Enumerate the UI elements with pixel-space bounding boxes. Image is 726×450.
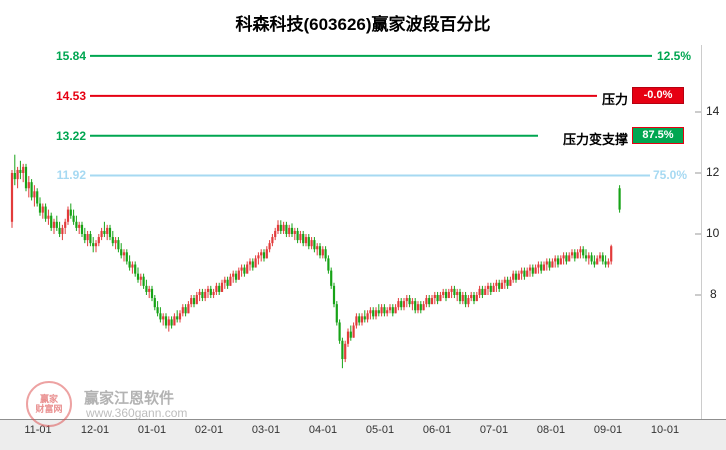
support-text-label: 压力变支撑 bbox=[562, 132, 628, 147]
x-axis-label: 03-01 bbox=[251, 424, 281, 436]
chart-title: 科森科技(603626)赢家波段百分比 bbox=[235, 15, 491, 34]
watermark-seal-text-top: 赢家 bbox=[39, 394, 58, 404]
x-axis-label: 01-01 bbox=[137, 424, 167, 436]
level-price-label-resistance: 14.53 bbox=[55, 89, 86, 103]
x-axis-label: 11-01 bbox=[24, 424, 52, 436]
x-axis-label: 10-01 bbox=[650, 424, 680, 436]
level-price-label-support: 13.22 bbox=[55, 129, 86, 143]
y-axis-tick-label: 8 bbox=[710, 287, 717, 301]
level-price-label-band: 11.92 bbox=[56, 168, 86, 182]
x-axis-label: 12-01 bbox=[80, 424, 110, 436]
bottom-axis-strip bbox=[0, 419, 726, 450]
support-percent-badge: 87.5% bbox=[632, 127, 684, 144]
percent-label-upper: 12.5% bbox=[657, 49, 692, 63]
percent-label-band: 75.0% bbox=[653, 168, 688, 182]
y-axis-tick-label: 14 bbox=[706, 104, 720, 118]
resistance-percent-badge: -0.0% bbox=[632, 87, 684, 104]
x-axis-label: 09-01 bbox=[593, 424, 623, 436]
level-price-label-upper-resistance: 15.84 bbox=[55, 49, 86, 63]
y-axis-tick-label: 12 bbox=[706, 165, 720, 179]
watermark-seal: 赢家 财富网 bbox=[26, 381, 72, 427]
watermark-brand: 赢家江恩软件 bbox=[84, 390, 175, 407]
watermark-seal-text-bottom: 财富网 bbox=[35, 404, 63, 414]
y-axis-tick-label: 10 bbox=[706, 226, 720, 240]
x-axis-label: 06-01 bbox=[422, 424, 452, 436]
x-axis-label: 05-01 bbox=[365, 424, 395, 436]
watermark-site: www.360gann.com bbox=[86, 406, 188, 420]
x-axis-label: 07-01 bbox=[479, 424, 509, 436]
x-axis-label: 08-01 bbox=[536, 424, 566, 436]
x-axis-label: 04-01 bbox=[308, 424, 338, 436]
x-axis-label: 02-01 bbox=[194, 424, 224, 436]
resistance-text-label: 压力 bbox=[601, 92, 628, 107]
